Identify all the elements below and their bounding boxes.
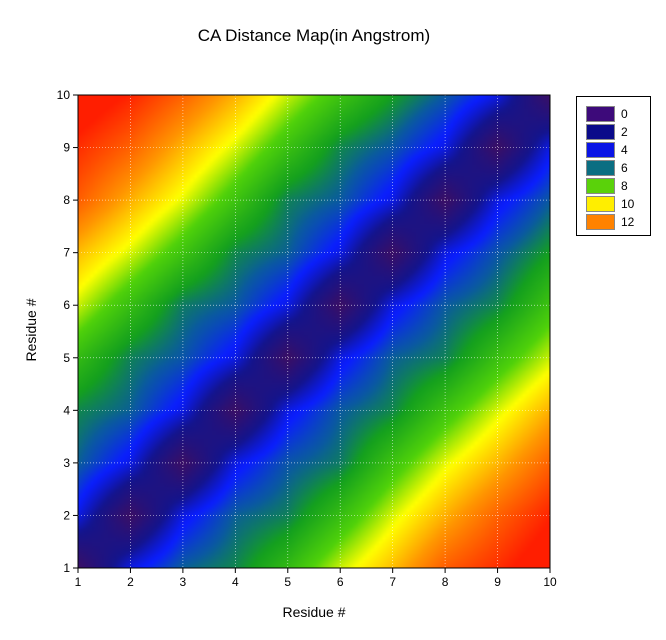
x-axis-label: Residue # bbox=[282, 604, 346, 620]
x-tick-label: 7 bbox=[389, 575, 396, 589]
legend-swatch bbox=[586, 106, 615, 122]
legend-swatch bbox=[586, 178, 615, 194]
legend-swatch bbox=[586, 196, 615, 212]
y-tick-label: 4 bbox=[63, 403, 70, 417]
y-tick-label: 8 bbox=[63, 193, 70, 207]
legend-item: 2 bbox=[586, 124, 628, 140]
grid-layer bbox=[78, 95, 550, 568]
legend-label: 2 bbox=[621, 125, 628, 139]
legend-swatch bbox=[586, 124, 615, 140]
legend-label: 4 bbox=[621, 143, 628, 157]
legend-label: 8 bbox=[621, 179, 628, 193]
y-tick-label: 2 bbox=[63, 508, 70, 522]
y-tick-label: 5 bbox=[63, 351, 70, 365]
x-tick-label: 8 bbox=[442, 575, 449, 589]
y-tick-label: 1 bbox=[63, 561, 70, 575]
legend-item: 0 bbox=[586, 106, 628, 122]
y-tick-label: 3 bbox=[63, 456, 70, 470]
y-tick-label: 10 bbox=[57, 88, 71, 102]
legend-label: 10 bbox=[621, 197, 635, 211]
y-tick-label: 7 bbox=[63, 246, 70, 260]
y-axis-label: Residue # bbox=[23, 298, 39, 362]
x-tick-label: 10 bbox=[543, 575, 557, 589]
legend-label: 12 bbox=[621, 215, 635, 229]
legend-swatch bbox=[586, 160, 615, 176]
legend-swatch bbox=[586, 214, 615, 230]
axis-layer: 1 2 3 4 5 6 7 8 9 10 1 2 3 4 5 6 7 8 9 10 bbox=[57, 88, 557, 589]
y-tick-label: 6 bbox=[63, 298, 70, 312]
heatmap-image bbox=[78, 95, 550, 568]
legend-item: 12 bbox=[586, 214, 634, 230]
x-tick-label: 4 bbox=[232, 575, 239, 589]
legend-item: 6 bbox=[586, 160, 628, 176]
x-tick-label: 5 bbox=[284, 575, 291, 589]
legend-swatch bbox=[586, 142, 615, 158]
legend-label: 6 bbox=[621, 161, 628, 175]
x-tick-label: 3 bbox=[180, 575, 187, 589]
legend-item: 10 bbox=[586, 196, 634, 212]
x-tick-label: 1 bbox=[75, 575, 82, 589]
x-tick-label: 6 bbox=[337, 575, 344, 589]
x-tick-label: 9 bbox=[494, 575, 501, 589]
heatmap-layer bbox=[78, 95, 550, 568]
legend-item: 4 bbox=[586, 142, 628, 158]
plot-frame bbox=[77, 94, 551, 569]
y-tick-label: 9 bbox=[63, 141, 70, 155]
legend-item: 8 bbox=[586, 178, 628, 194]
legend-label: 0 bbox=[621, 107, 628, 121]
chart-title: CA Distance Map(in Angstrom) bbox=[197, 26, 431, 45]
x-tick-label: 2 bbox=[127, 575, 134, 589]
legend: 0 2 4 6 8 10 12 bbox=[576, 96, 651, 236]
